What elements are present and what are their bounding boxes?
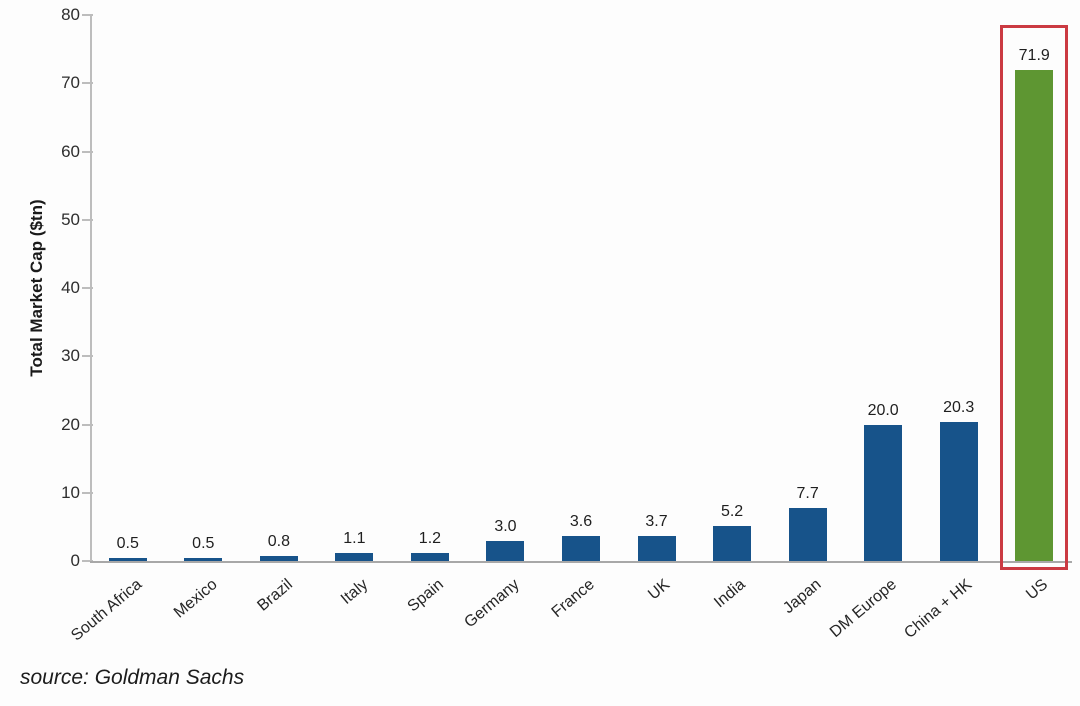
- y-tick-mark: [82, 423, 93, 426]
- bar: [486, 540, 525, 561]
- y-tick-mark: [82, 150, 93, 153]
- x-tick-label: Germany: [461, 576, 523, 632]
- y-tick-mark: [82, 82, 93, 85]
- x-tick-label: France: [548, 576, 598, 622]
- y-tick-mark: [82, 491, 93, 494]
- bar: [184, 557, 223, 561]
- x-tick-label: DM Europe: [827, 576, 901, 642]
- highlight-box: [1000, 25, 1069, 570]
- x-tick-label: Mexico: [170, 576, 221, 622]
- y-tick-label: 10: [61, 482, 80, 502]
- y-tick-mark: [82, 355, 93, 358]
- x-tick-label: India: [711, 576, 750, 612]
- bar-value-label: 20.0: [867, 401, 899, 419]
- y-tick-label: 30: [61, 346, 80, 366]
- y-tick-mark: [82, 560, 93, 562]
- x-tick-label: China + HK: [901, 576, 976, 642]
- x-tick-label: Italy: [337, 576, 372, 608]
- bar-value-label: 3.6: [569, 513, 593, 531]
- x-tick-label: Japan: [780, 576, 825, 618]
- bar: [562, 536, 600, 561]
- y-tick-label: 70: [61, 73, 80, 93]
- y-tick-label: 40: [61, 278, 80, 297]
- x-tick-label: US: [1023, 576, 1052, 604]
- bar-highlighted: [1015, 70, 1054, 561]
- bar-value-label: 0.8: [267, 532, 290, 550]
- bar-value-label: 71.9: [1018, 47, 1050, 65]
- bar: [335, 553, 374, 561]
- bar: [410, 552, 449, 561]
- bar-value-label: 7.7: [796, 485, 819, 503]
- bar: [108, 557, 147, 561]
- y-tick-label: 0: [70, 551, 80, 570]
- bar: [788, 508, 827, 561]
- y-tick-mark: [82, 218, 93, 221]
- bar-value-label: 1.2: [418, 529, 442, 547]
- bar: [864, 424, 903, 561]
- x-tick-label: Brazil: [254, 576, 296, 615]
- x-tick-label: Spain: [404, 576, 447, 616]
- bar: [637, 535, 676, 561]
- y-tick-label: 20: [61, 414, 80, 434]
- bar-value-label: 0.5: [192, 534, 215, 552]
- source-credit: source: Goldman Sachs: [20, 666, 245, 689]
- bar: [713, 525, 752, 561]
- y-tick-label: 60: [61, 141, 80, 161]
- bar: [939, 422, 978, 561]
- y-tick-label: 50: [61, 209, 80, 229]
- x-tick-label: South Africa: [67, 576, 145, 645]
- bar-value-label: 20.3: [943, 399, 975, 417]
- bar-value-label: 0.5: [116, 534, 139, 552]
- x-axis-line: [90, 561, 1072, 563]
- bar: [259, 555, 298, 561]
- y-tick-mark: [82, 14, 93, 16]
- y-tick-label: 80: [61, 5, 80, 24]
- bar-value-label: 3.7: [645, 512, 668, 530]
- x-tick-label: UK: [645, 576, 674, 604]
- bar-value-label: 5.2: [720, 502, 744, 520]
- y-tick-mark: [82, 287, 93, 289]
- bar-value-label: 1.1: [343, 530, 366, 548]
- bar-value-label: 3.0: [494, 517, 517, 535]
